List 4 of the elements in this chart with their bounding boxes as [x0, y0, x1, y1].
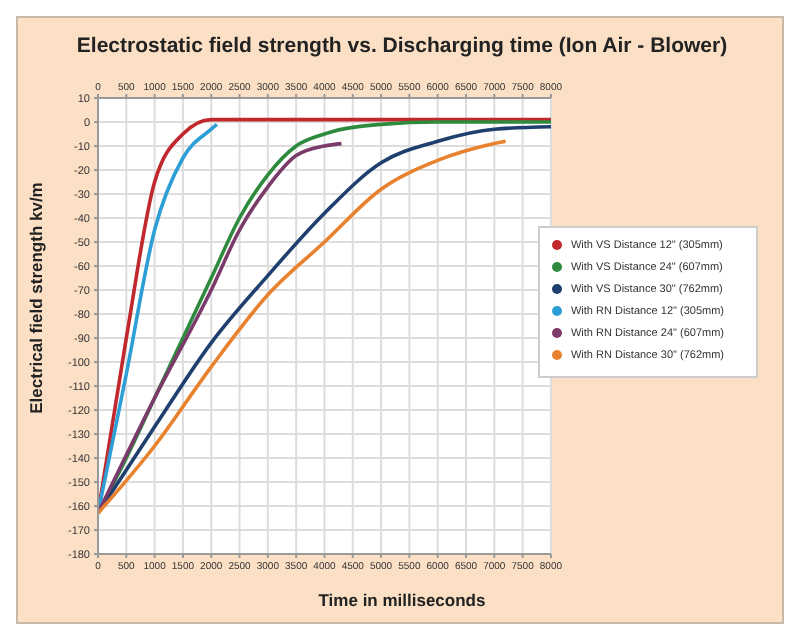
y-axis-title: Electrical field strength kv/m [26, 182, 47, 414]
chart-title: Electrostatic field strength vs. Discharging time (Ion Air - Blower) [74, 34, 730, 58]
line-series [98, 141, 344, 515]
x-axis-title: Time in milliseconds [316, 590, 488, 610]
